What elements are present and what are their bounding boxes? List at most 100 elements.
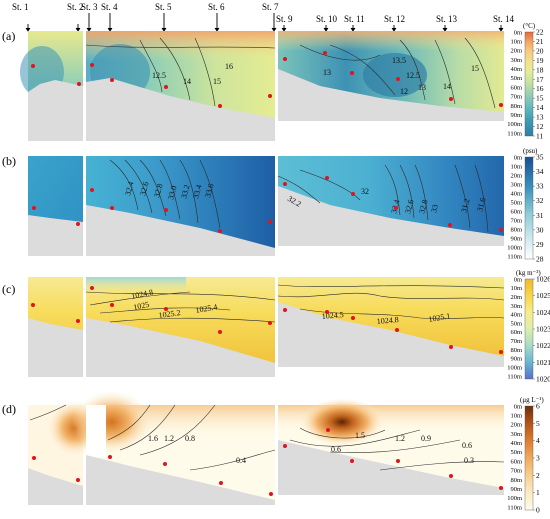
contour-label: 33.2: [179, 184, 191, 200]
depth-tick-label: 90m: [510, 356, 522, 363]
depth-tick-label: 110m: [507, 373, 522, 380]
contour-label: 1.2: [395, 434, 405, 443]
colorbar-tick-label: 16: [536, 84, 544, 93]
depth-tick-label: 20m: [510, 48, 522, 55]
contour-label: 12.5: [406, 71, 420, 80]
sample-point: [110, 206, 114, 210]
contour-label: 33.4: [191, 184, 203, 200]
colorbar-tick-label: 1024: [536, 308, 550, 317]
contour-line: [179, 159, 199, 224]
colorbar-tick-label: 19: [536, 56, 544, 65]
section-surface: [278, 31, 504, 51]
colorbar-tick-label: 28: [536, 255, 544, 264]
sample-point: [350, 459, 354, 463]
chlorophyll-maximum: [72, 390, 152, 454]
sample-point: [394, 206, 398, 210]
contour-label: 0.8: [185, 434, 195, 443]
panel-letter: (d): [2, 402, 16, 416]
depth-tick-label: 100m: [507, 495, 522, 502]
panel-c-density: (c) 1024.8 1025 1025.2 1025.4 1024.5 102…: [2, 277, 505, 377]
colorbar-unit: (°C): [523, 22, 536, 30]
depth-tick-label: 80m: [510, 226, 522, 233]
contour-line: [277, 284, 505, 289]
contour-line: [159, 37, 191, 101]
contour-label: 1025.2: [158, 308, 181, 320]
sample-point: [164, 208, 168, 212]
sample-point: [164, 85, 168, 89]
sample-point: [351, 192, 355, 196]
depth-tick-label: 90m: [510, 235, 522, 242]
contour-label: 32.6: [138, 181, 150, 197]
contour-line: [189, 449, 276, 471]
contour-label: 14: [183, 77, 191, 86]
colorbar-tick-label: 3: [536, 454, 540, 463]
contour-line: [299, 427, 386, 439]
station-label: St. 14: [493, 14, 515, 24]
contour-line: [299, 308, 505, 319]
depth-tick-label: 20m: [510, 422, 522, 429]
station-label: St. 9: [276, 14, 293, 24]
panel-letter: (a): [2, 29, 15, 43]
sample-point: [164, 307, 168, 311]
sample-point: [326, 428, 330, 432]
station-label: St. 3: [81, 2, 98, 12]
depth-tick-label: 30m: [510, 303, 522, 310]
depth-tick-label: 40m: [510, 440, 522, 447]
seafloor: [278, 302, 504, 367]
colorbars: (°C) (psu) (kg m⁻³) (μg L⁻¹): [516, 22, 544, 511]
colorbar-tick-label: 35: [536, 153, 544, 162]
contour-label: 1024.5: [321, 310, 344, 321]
colorbar-tick-label: 6: [536, 402, 540, 411]
contour-line: [109, 317, 276, 323]
contour-label: 33.6: [203, 183, 215, 199]
colorbar-tick-label: 20: [536, 46, 544, 55]
station-arrow-icon: [75, 24, 81, 32]
contour-label: 0.6: [462, 441, 472, 450]
sample-point: [283, 57, 287, 61]
colorbar-tick-label: 14: [536, 103, 544, 112]
seafloor: [278, 69, 504, 121]
depth-tick-label: 60m: [510, 458, 522, 465]
contour-label: 32.6: [403, 199, 415, 215]
contour-line: [379, 461, 505, 471]
colorbar-tick-label: 12: [536, 122, 544, 131]
depth-tick-label: 30m: [510, 181, 522, 188]
contour-line: [384, 164, 401, 216]
depth-tick-label: 80m: [510, 347, 522, 354]
sample-point: [110, 78, 114, 82]
depth-tick-label: 20m: [510, 172, 522, 179]
contour-line: [399, 164, 415, 219]
contour-label: 1025.4: [195, 302, 218, 315]
sample-point: [283, 182, 287, 186]
depth-tick-label: 60m: [510, 208, 522, 215]
contour-label: 12.5: [152, 71, 166, 80]
sample-point: [449, 345, 453, 349]
sample-point: [218, 330, 222, 334]
sample-point: [31, 303, 35, 307]
depth-tick-label: 90m: [510, 486, 522, 493]
colorbar-tick-label: 15: [536, 94, 544, 103]
depth-axes: 0m10m20m30m40m50m60m70m80m90m100m110m0m1…: [507, 29, 522, 511]
colorbar-ticks: 1112131415161718192021222829303132333435…: [533, 28, 550, 515]
panel-a-temperature: (a) 12.5 14 15 16 13 13: [2, 29, 504, 141]
station-label: St. 2: [67, 2, 84, 12]
depth-tick-label: 60m: [510, 84, 522, 91]
sample-point: [268, 321, 272, 325]
sample-point: [499, 103, 503, 107]
seafloor: [28, 318, 83, 377]
sample-point: [219, 481, 223, 485]
station-label: St. 5: [155, 2, 172, 12]
sample-point: [76, 222, 80, 226]
contour-label: 1.5: [355, 431, 365, 440]
depth-tick-label: 40m: [510, 190, 522, 197]
colorbar-tick-label: 11: [536, 132, 543, 141]
colorbar-tick-label: 1026: [536, 275, 550, 284]
sample-point: [396, 77, 400, 81]
colorbar-tick-label: 1020: [536, 375, 550, 384]
station-label: St. 13: [436, 14, 458, 24]
station-labels: St. 1 St. 2 St. 3 St. 4 St. 5 St. 6 St. …: [12, 2, 515, 32]
colorbar-tick-label: 18: [536, 65, 544, 74]
colorbar-unit: (kg m⁻³): [516, 269, 541, 277]
depth-tick-label: 70m: [510, 468, 522, 475]
contour-label: 1025: [133, 300, 151, 312]
